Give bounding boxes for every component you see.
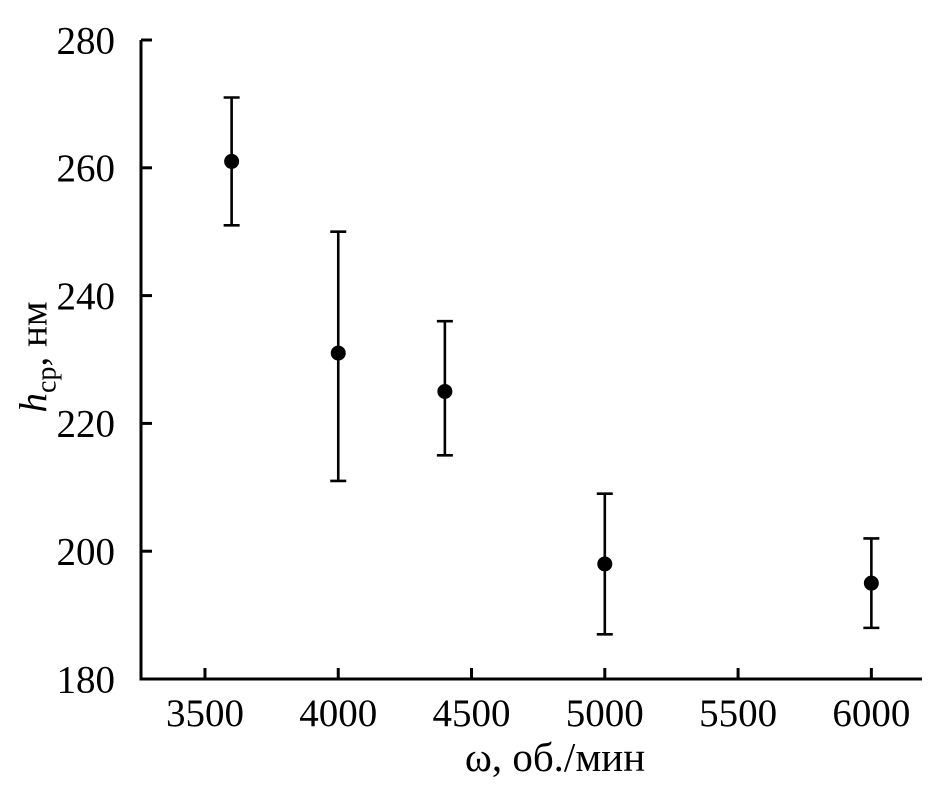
x-tick-label: 4000 [299, 692, 377, 735]
data-point [437, 383, 453, 399]
y-tick-label: 200 [57, 530, 116, 573]
y-tick-label: 260 [57, 147, 116, 190]
data-point [863, 575, 879, 591]
data-point [224, 153, 240, 169]
y-axis-label: hср, нм [12, 301, 63, 413]
data-point [330, 345, 346, 361]
y-tick-label: 220 [57, 403, 116, 446]
y-axis-label-subscript: ср [31, 366, 63, 394]
y-tick-label: 180 [57, 658, 116, 701]
x-axis-label-text: ω, об./мин [464, 734, 646, 780]
y-tick-label: 240 [57, 275, 116, 318]
x-axis-label: ω, об./мин [465, 733, 645, 781]
y-axis-label-variable: h [12, 393, 56, 413]
y-tick-label: 280 [57, 19, 116, 62]
x-tick-label: 5500 [699, 692, 777, 735]
x-tick-label: 3500 [166, 692, 244, 735]
data-point [597, 556, 613, 572]
x-tick-label: 4500 [433, 692, 511, 735]
x-tick-label: 6000 [832, 692, 910, 735]
x-tick-label: 5000 [566, 692, 644, 735]
y-axis-label-units: , нм [12, 301, 56, 367]
